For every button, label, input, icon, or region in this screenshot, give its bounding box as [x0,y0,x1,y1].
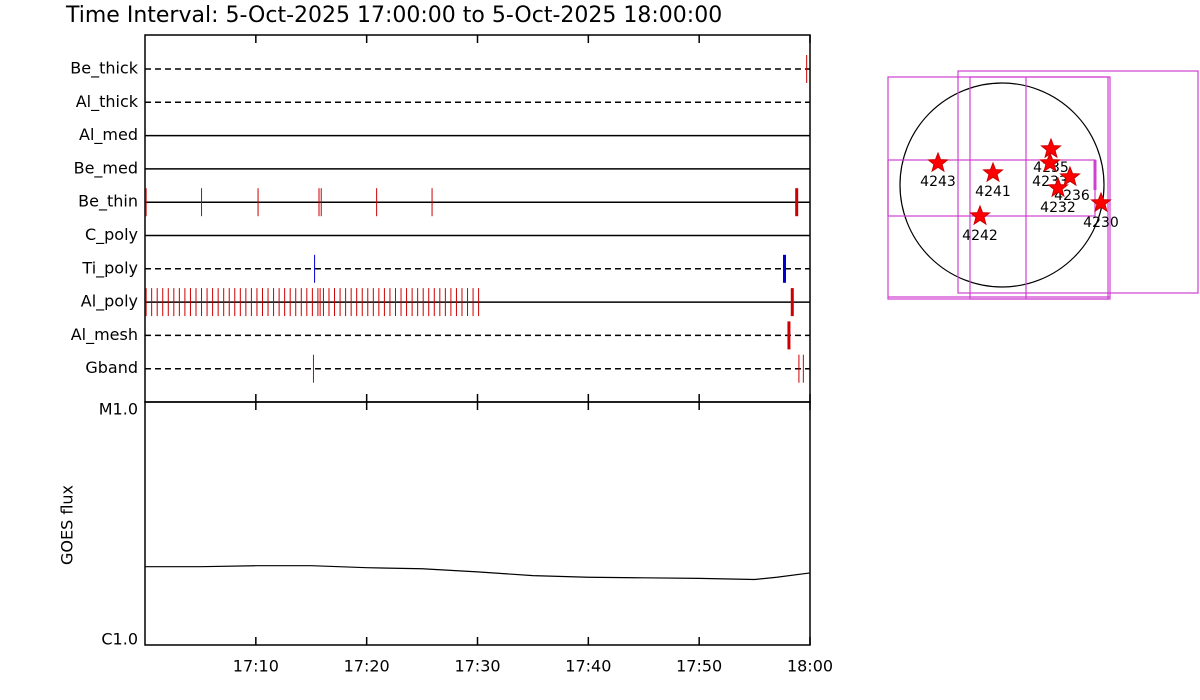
ar-star [1040,137,1062,159]
goes-curve [145,565,811,581]
x-tick-label: 17:30 [454,657,500,676]
filter-label: Be_thin [78,192,138,212]
filter-frame [144,34,811,403]
y-tick-label: M1.0 [99,400,138,419]
x-tick-label: 17:40 [565,657,611,676]
x-tick-label: 18:00 [787,657,833,676]
filter-label: Be_thick [70,59,138,79]
filter-label: C_poly [85,225,138,245]
sun-map [887,70,1199,300]
filter-label: Be_med [74,158,138,178]
ar-label: 4230 [1083,215,1119,231]
ar-star [982,161,1004,183]
x-tick-label: 17:50 [676,657,722,676]
goes-frame [144,401,811,646]
y-axis-label: GOES flux [58,485,77,565]
x-tick-label: 17:10 [233,657,279,676]
ar-label: 4241 [975,184,1011,200]
ar-star [969,204,991,226]
ar-label: 4242 [962,228,998,244]
ar-label: 4232 [1040,200,1076,216]
solar-disk [899,82,1105,288]
filter-label: Ti_poly [81,258,138,278]
filter-label: Al_med [79,125,138,145]
ar-star [927,151,949,173]
ar-star [1039,151,1061,173]
x-tick-label: 17:20 [344,657,390,676]
fov-box [957,70,1199,294]
filter-label: Al_poly [81,292,138,312]
ar-star [1059,165,1081,187]
title: Time Interval: 5-Oct-2025 17:00:00 to 5-… [65,3,722,28]
ar-star [1047,176,1069,198]
ar-label: 4243 [920,174,956,190]
ar-star [1090,191,1112,213]
filter-label: Al_mesh [71,325,138,345]
fov-box [969,76,1109,300]
filter-label: Gband [85,358,138,377]
y-tick-label: C1.0 [101,630,138,649]
filter-label: Al_thick [76,92,139,112]
